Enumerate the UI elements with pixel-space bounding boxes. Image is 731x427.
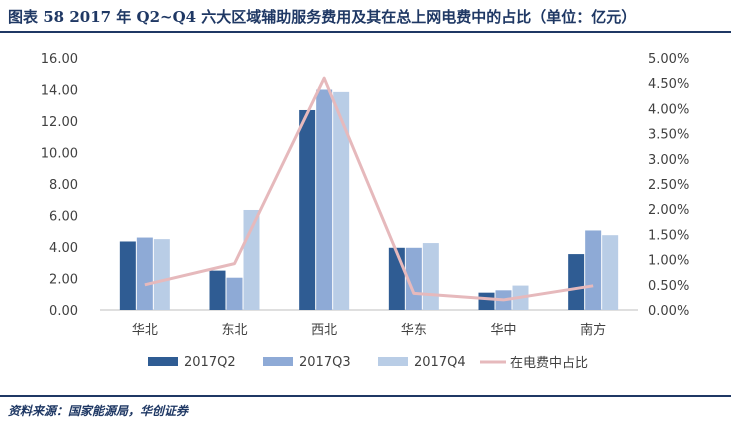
- y-left-tick-label: 10.00: [41, 147, 78, 162]
- chart-axes: 0.00 2.00 4.00 6.00 8.00 10.00 12.00 14.00 16.00…: [41, 52, 690, 338]
- y-left-tick-label: 8.00: [49, 178, 78, 193]
- y-right-tick-label: 3.50%: [648, 128, 689, 143]
- y-left-tick-label: 6.00: [49, 210, 78, 225]
- bar-2017Q4: [153, 239, 170, 310]
- bar-2017Q2: [388, 247, 405, 310]
- ratio-line: [144, 76, 594, 302]
- bar-2017Q3: [316, 89, 333, 310]
- y-right-tick-label: 4.50%: [648, 77, 689, 92]
- legend-swatch: [263, 357, 293, 366]
- y-right-tick-label: 2.50%: [648, 178, 689, 193]
- y-right-tick-label: 4.00%: [648, 102, 689, 117]
- legend-swatch: [148, 357, 178, 366]
- bar-2017Q2: [568, 254, 585, 310]
- bar-2017Q3: [136, 237, 153, 310]
- source-rule: [0, 395, 731, 397]
- legend-label: 2017Q4: [414, 355, 466, 370]
- x-tick-label: 东北: [221, 323, 247, 338]
- legend-label: 2017Q3: [299, 355, 351, 370]
- y-left-tick-label: 4.00: [49, 241, 78, 256]
- bar-2017Q4: [243, 209, 260, 310]
- chart-legend: 2017Q2 2017Q3 2017Q4 在电费中占比: [148, 355, 588, 371]
- x-tick-label: 华东: [401, 323, 427, 338]
- x-tick-label: 西北: [311, 323, 337, 338]
- y-left-tick-label: 16.00: [41, 52, 78, 67]
- bar-2017Q3: [585, 230, 602, 310]
- y-left-tick-label: 2.00: [49, 273, 78, 288]
- chart-bars: [119, 89, 619, 310]
- source-note: 资料来源：国家能源局，华创证券: [8, 404, 189, 418]
- title-rule: [0, 31, 731, 33]
- bar-2017Q2: [478, 292, 495, 310]
- chart: 0.00 2.00 4.00 6.00 8.00 10.00 12.00 14.00 16.00…: [41, 52, 690, 371]
- y-right-tick-label: 3.00%: [648, 153, 689, 168]
- legend-label: 在电费中占比: [510, 356, 588, 371]
- chart-line: [144, 76, 594, 302]
- x-tick-label: 华北: [132, 323, 158, 338]
- y-left-tick-label: 12.00: [41, 115, 78, 130]
- y-right-tick-label: 0.50%: [648, 279, 689, 294]
- y-right-tick-label: 1.50%: [648, 228, 689, 243]
- figure-title: 图表 58 2017 年 Q2~Q4 六大区域辅助服务费用及其在总上网电费中的占…: [8, 8, 637, 26]
- bar-2017Q2: [209, 270, 226, 310]
- bar-2017Q3: [226, 277, 243, 310]
- y-left-tick-label: 14.00: [41, 84, 78, 99]
- legend-label: 2017Q2: [184, 355, 236, 370]
- y-right-tick-label: 0.00%: [648, 304, 689, 319]
- bar-2017Q4: [422, 243, 439, 310]
- y-right-tick-label: 1.00%: [648, 254, 689, 269]
- y-right-tick-label: 5.00%: [648, 52, 689, 67]
- bar-2017Q2: [119, 241, 136, 310]
- bar-2017Q2: [299, 109, 316, 310]
- bar-2017Q4: [602, 235, 619, 310]
- legend-swatch: [378, 357, 408, 366]
- y-right-tick-label: 2.00%: [648, 203, 689, 218]
- x-tick-label: 华中: [490, 323, 516, 338]
- x-tick-label: 南方: [580, 322, 606, 338]
- bar-2017Q4: [333, 91, 350, 310]
- title-bar: 图表 58 2017 年 Q2~Q4 六大区域辅助服务费用及其在总上网电费中的占…: [0, 0, 731, 30]
- y-left-tick-label: 0.00: [49, 304, 78, 319]
